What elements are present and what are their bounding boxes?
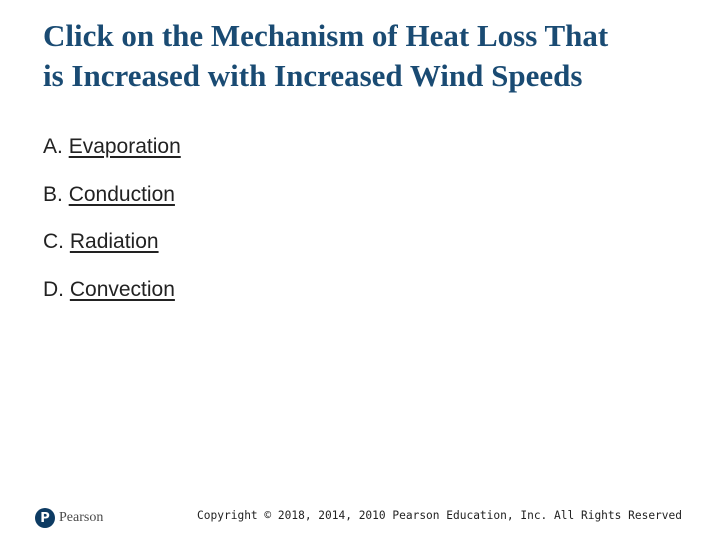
option-radiation-link[interactable]: Radiation bbox=[69, 230, 159, 253]
option-c: C. Radiation bbox=[43, 230, 181, 254]
option-conduction-link[interactable]: Conduction bbox=[68, 182, 175, 206]
option-d-letter: D. bbox=[43, 277, 64, 301]
slide-title: Click on the Mechanism of Heat Loss That… bbox=[43, 16, 703, 96]
copyright-notice: Copyright © 2018, 2014, 2010 Pearson Edu… bbox=[197, 509, 682, 522]
option-convection-link[interactable]: Convection bbox=[69, 277, 175, 301]
pearson-logo-text: Pearson bbox=[59, 510, 104, 525]
option-d: D. Convection bbox=[43, 278, 181, 302]
pearson-logo-icon: P bbox=[35, 508, 55, 528]
option-b-letter: B. bbox=[43, 182, 63, 206]
option-a-letter: A. bbox=[43, 135, 63, 158]
option-a: A. Evaporation bbox=[43, 135, 181, 159]
answer-options: A. Evaporation B. Conduction C. Radiatio… bbox=[43, 135, 181, 302]
slide-title-line-1: Click on the Mechanism of Heat Loss That bbox=[43, 18, 609, 53]
option-c-letter: C. bbox=[43, 230, 64, 253]
slide-title-line-2: is Increased with Increased Wind Speeds bbox=[43, 58, 583, 93]
option-evaporation-link[interactable]: Evaporation bbox=[68, 135, 181, 158]
option-b: B. Conduction bbox=[43, 183, 181, 207]
pearson-logo: P Pearson bbox=[35, 506, 103, 530]
